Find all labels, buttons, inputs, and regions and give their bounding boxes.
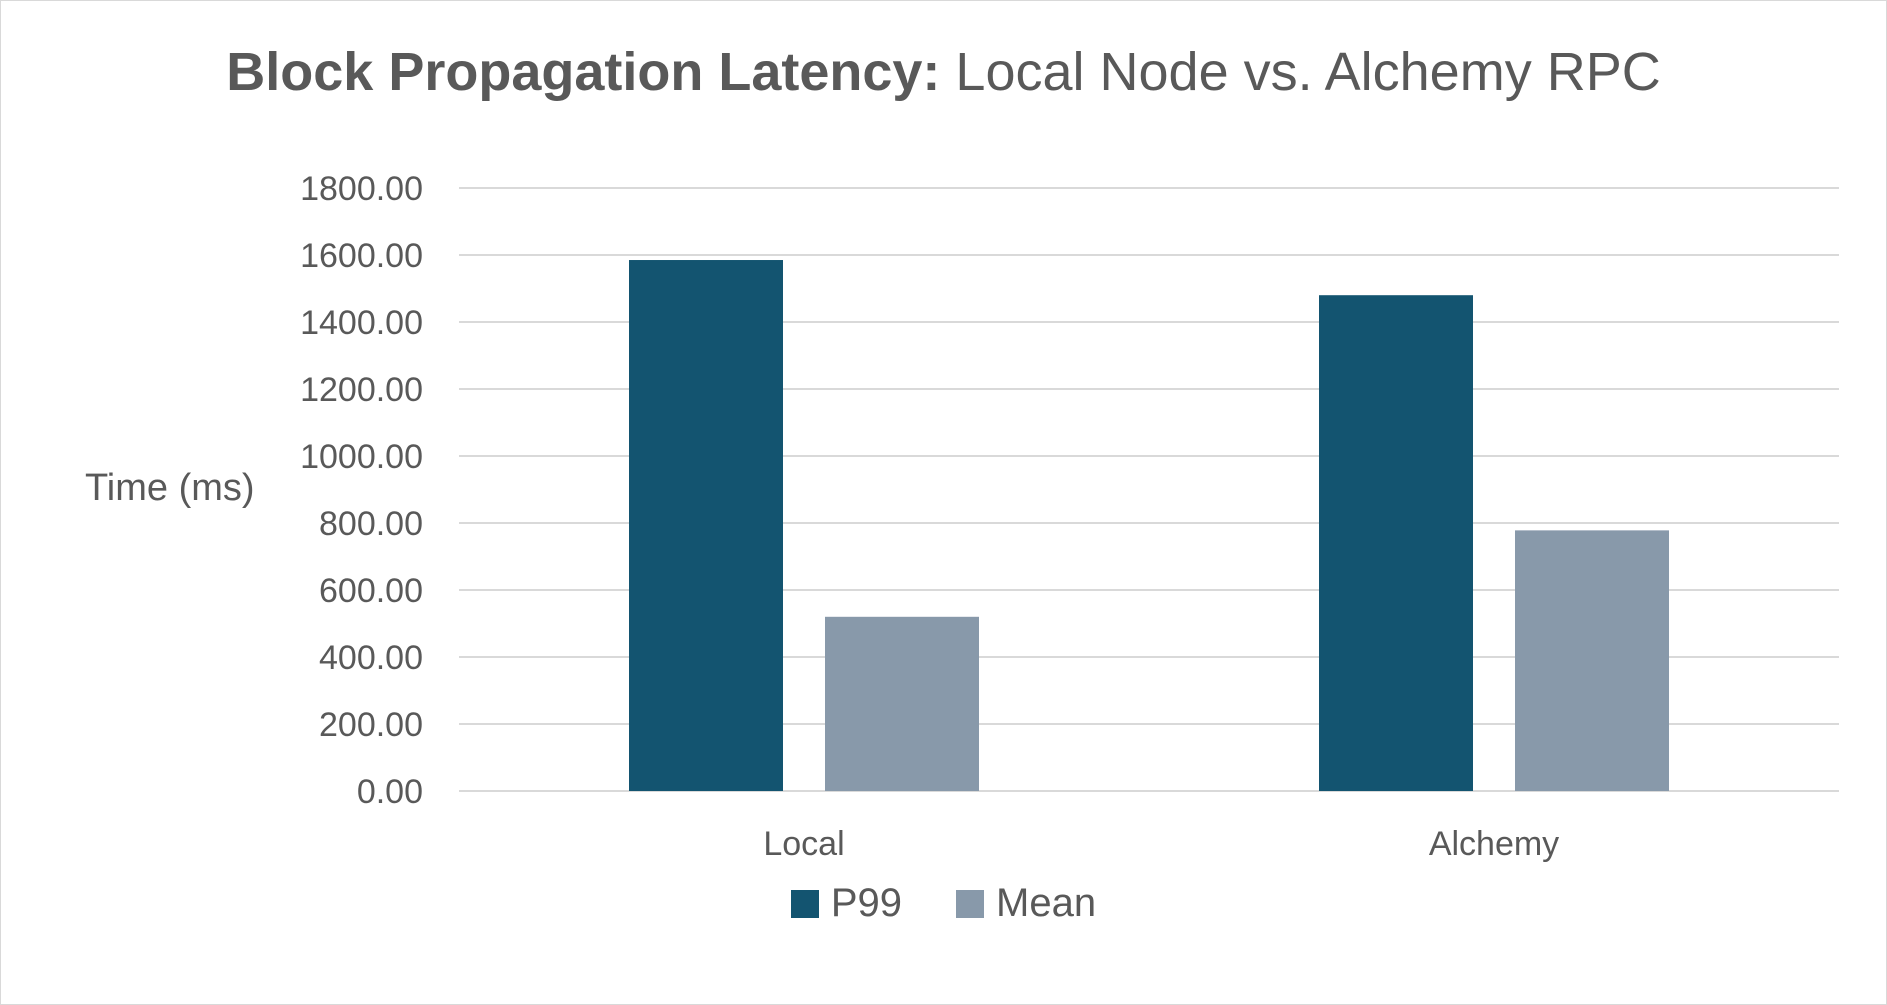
x-tick-label: Local bbox=[763, 825, 844, 863]
y-axis-label: Time (ms) bbox=[85, 467, 255, 509]
y-tick-label: 0.00 bbox=[357, 773, 423, 811]
legend-swatch bbox=[956, 889, 985, 918]
legend-label: Mean bbox=[996, 881, 1097, 925]
legend-label: P99 bbox=[830, 881, 903, 925]
legend-item-mean: Mean bbox=[956, 881, 1096, 926]
legend-swatch bbox=[790, 889, 819, 918]
bar-mean-local bbox=[825, 616, 979, 791]
y-tick-label: 1000.00 bbox=[300, 438, 423, 476]
legend: P99 Mean bbox=[1, 881, 1886, 926]
y-tick-label: 400.00 bbox=[319, 639, 423, 677]
y-tick-label: 1600.00 bbox=[300, 237, 423, 275]
y-tick-label: 1400.00 bbox=[300, 304, 423, 342]
bar-p99-alchemy bbox=[1319, 295, 1473, 791]
chart-title-rest: Local Node vs. Alchemy RPC bbox=[940, 42, 1661, 102]
y-tick-label: 600.00 bbox=[319, 572, 423, 610]
y-tick-label: 200.00 bbox=[319, 706, 423, 744]
y-tick-label: 1800.00 bbox=[300, 170, 423, 208]
legend-item-p99: P99 bbox=[790, 881, 903, 926]
y-tick-label: 800.00 bbox=[319, 505, 423, 543]
y-tick-label: 1200.00 bbox=[300, 371, 423, 409]
x-tick-label: Alchemy bbox=[1429, 825, 1559, 863]
chart-title-bold: Block Propagation Latency: bbox=[226, 42, 941, 102]
bar-mean-alchemy bbox=[1515, 530, 1669, 791]
bar-p99-local bbox=[629, 260, 783, 791]
chart-title: Block Propagation Latency: Local Node vs… bbox=[1, 41, 1886, 103]
